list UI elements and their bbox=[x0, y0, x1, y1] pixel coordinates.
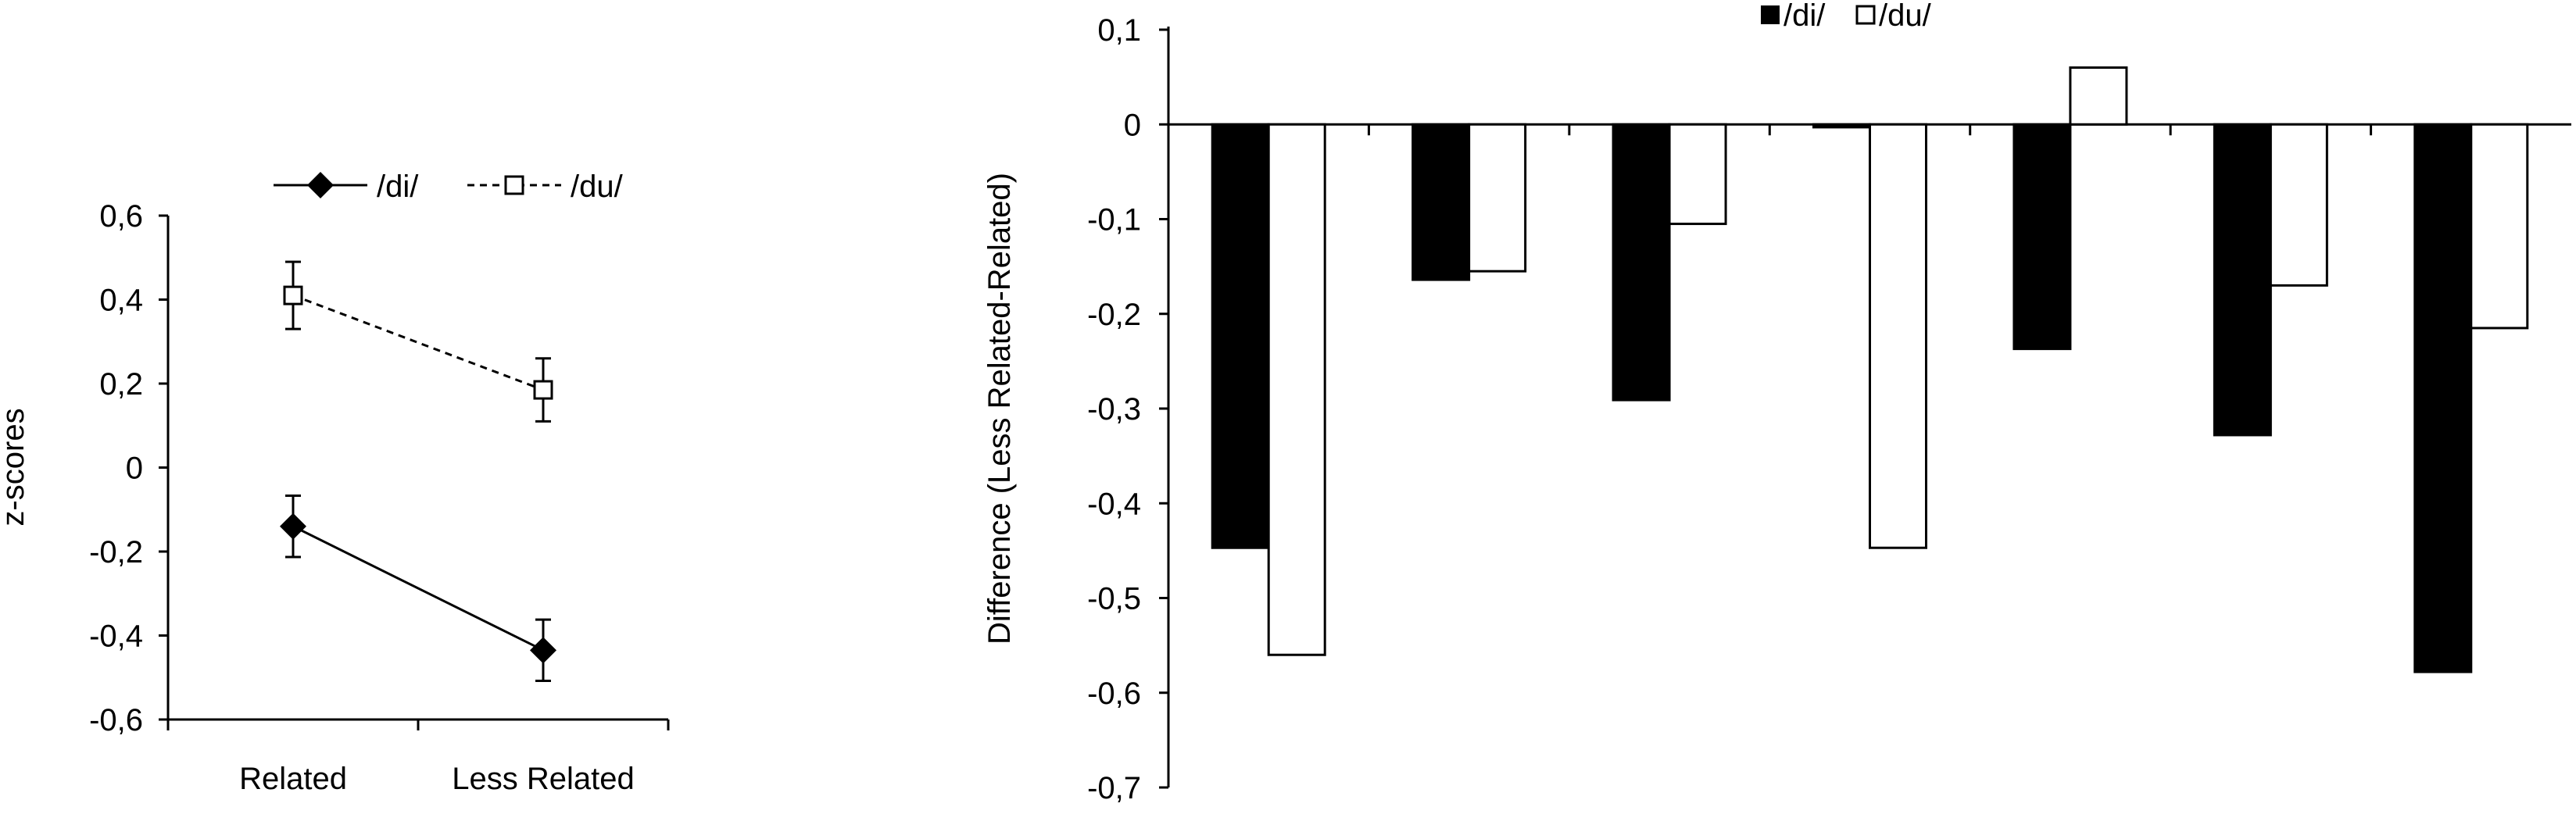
bar-du bbox=[2069, 66, 2128, 126]
series-line-du bbox=[292, 294, 544, 391]
right-y-tick-label: -0,4 bbox=[1087, 487, 1141, 521]
data-point-du bbox=[283, 285, 303, 305]
legend-marker-di bbox=[307, 172, 334, 198]
legend-swatch-du bbox=[1855, 5, 1876, 25]
right-y-tick-label: -0,5 bbox=[1087, 582, 1141, 616]
left-y-tick-label: -0,2 bbox=[89, 535, 143, 570]
bar-di bbox=[1812, 123, 1871, 129]
left-y-tick-label: 0,4 bbox=[99, 284, 143, 318]
right-y-tick-label: -0,6 bbox=[1087, 677, 1141, 711]
bar-du bbox=[1468, 123, 1527, 273]
right-y-tick-label: 0 bbox=[1124, 108, 1141, 142]
bar-du bbox=[2269, 123, 2328, 287]
right-y-tick-label: -0,2 bbox=[1087, 298, 1141, 332]
bar-di bbox=[1211, 123, 1270, 549]
bar-du bbox=[1668, 123, 1727, 226]
left-y-tick-label: 0,6 bbox=[99, 199, 143, 234]
bar-di bbox=[2213, 123, 2272, 437]
right-y-tick-label: -0,7 bbox=[1087, 771, 1141, 805]
right-y-tick-label: -0,1 bbox=[1087, 203, 1141, 237]
bar-di bbox=[1612, 123, 1671, 402]
bar-di bbox=[1411, 123, 1471, 281]
right-y-tick-label: -0,3 bbox=[1087, 392, 1141, 427]
left-y-tick-label: 0 bbox=[126, 452, 143, 486]
left-x-tick-label: Related bbox=[239, 762, 347, 796]
series-line-di bbox=[292, 525, 544, 652]
left-y-tick-label: -0,6 bbox=[89, 703, 143, 737]
right-y-tick-label: 0,1 bbox=[1097, 13, 1141, 48]
bar-di bbox=[2413, 123, 2473, 673]
left-x-tick-label: Less Related bbox=[452, 762, 634, 796]
left-y-tick-label: -0,4 bbox=[89, 620, 143, 654]
left-y-tick-label: 0,2 bbox=[99, 367, 143, 402]
bar-du bbox=[2470, 123, 2529, 330]
data-point-di bbox=[530, 637, 556, 664]
data-point-du bbox=[533, 380, 553, 400]
legend-label-du: /du/ bbox=[571, 170, 624, 204]
bar-du bbox=[1267, 123, 1326, 656]
bar-du bbox=[1869, 123, 1927, 549]
left-y-axis-title: z-scores bbox=[0, 408, 30, 526]
legend-marker-du bbox=[504, 175, 524, 195]
legend-label-di: /di/ bbox=[1784, 0, 1826, 33]
left-line-chart: -0,6 -0,4 -0,2 0 0,2 0,4 0,6 Related Less Relate… bbox=[0, 170, 670, 796]
legend-label-di: /di/ bbox=[377, 170, 419, 204]
data-point-di bbox=[280, 512, 306, 540]
right-y-axis-title: Difference (Less Related-Related) bbox=[982, 173, 1017, 645]
legend-label-du: /du/ bbox=[1879, 0, 1932, 33]
bar-di bbox=[2012, 123, 2072, 351]
legend-swatch-di bbox=[1761, 5, 1780, 24]
right-bar-chart: -0,7 -0,6 -0,5 -0,4 -0,3 -0,2 -0,1 0 0,1 Differen… bbox=[982, 0, 2571, 805]
